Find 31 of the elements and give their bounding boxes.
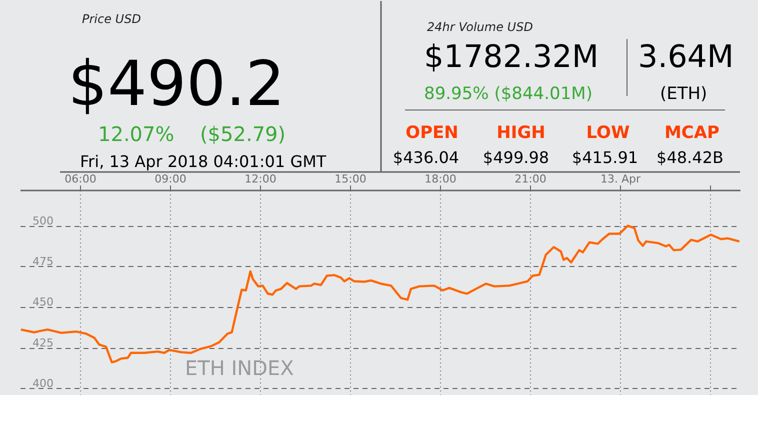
text: OPEN (406, 123, 458, 143)
text: (ETH) (660, 84, 708, 104)
text: Fri, 13 Apr 2018 04:01:01 GMT (80, 152, 326, 171)
text: $1782.32M (424, 39, 599, 75)
text: $415.91 (572, 148, 638, 167)
text: $499.98 (482, 148, 550, 167)
x-tick-label: 18:00 (424, 172, 456, 186)
x-tick-label: 15:00 (334, 172, 366, 186)
text: HIGH (496, 123, 546, 143)
text: 89.95% ($844.01M) (424, 84, 592, 104)
text: $436.04 (392, 148, 460, 167)
x-tick-label: 06:00 (64, 172, 96, 186)
text: Price USD (82, 12, 141, 26)
text: MCAP (664, 123, 720, 143)
text: $490.2 (68, 47, 285, 120)
x-tick-label: 12:00 (244, 172, 276, 186)
x-tick-label: 13. Apr (600, 172, 641, 186)
y-tick-label: 475 (32, 254, 54, 268)
y-tick-label: 425 (32, 336, 54, 350)
y-tick-label: 400 (32, 376, 54, 390)
text: $48.42B (656, 148, 724, 167)
text: ($52.79) (200, 122, 286, 146)
x-tick-label: 09:00 (154, 172, 186, 186)
annotation: ETH INDEX (185, 356, 294, 380)
y-tick-label: 500 (32, 214, 54, 228)
text: 24hr Volume USD (427, 20, 533, 34)
text: LOW (586, 123, 630, 143)
text: 12.07% (98, 122, 174, 146)
x-tick-label: 21:00 (514, 172, 546, 186)
text: 3.64M (638, 39, 734, 75)
y-tick-label: 450 (32, 296, 54, 309)
